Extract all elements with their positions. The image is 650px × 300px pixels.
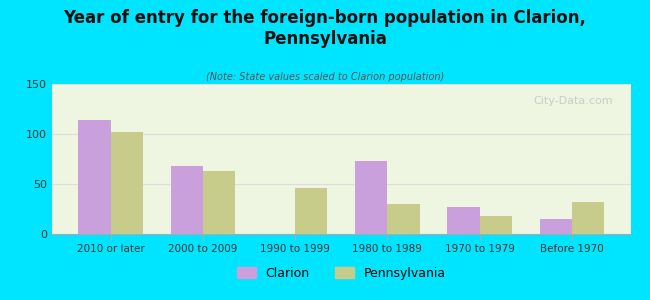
Legend: Clarion, Pennsylvania: Clarion, Pennsylvania [232, 262, 450, 285]
Bar [355, 161, 387, 234]
Text: (Note: State values scaled to Clarion population): (Note: State values scaled to Clarion po… [206, 72, 444, 82]
Bar [540, 219, 572, 234]
Bar [170, 166, 203, 234]
Bar [447, 207, 480, 234]
Bar [480, 216, 512, 234]
Bar [572, 202, 604, 234]
Bar [78, 120, 111, 234]
Text: Year of entry for the foreign-born population in Clarion,
Pennsylvania: Year of entry for the foreign-born popul… [64, 9, 586, 48]
Bar [387, 204, 420, 234]
Bar [111, 132, 143, 234]
Text: City-Data.com: City-Data.com [534, 96, 613, 106]
Bar [295, 188, 328, 234]
Bar [203, 171, 235, 234]
